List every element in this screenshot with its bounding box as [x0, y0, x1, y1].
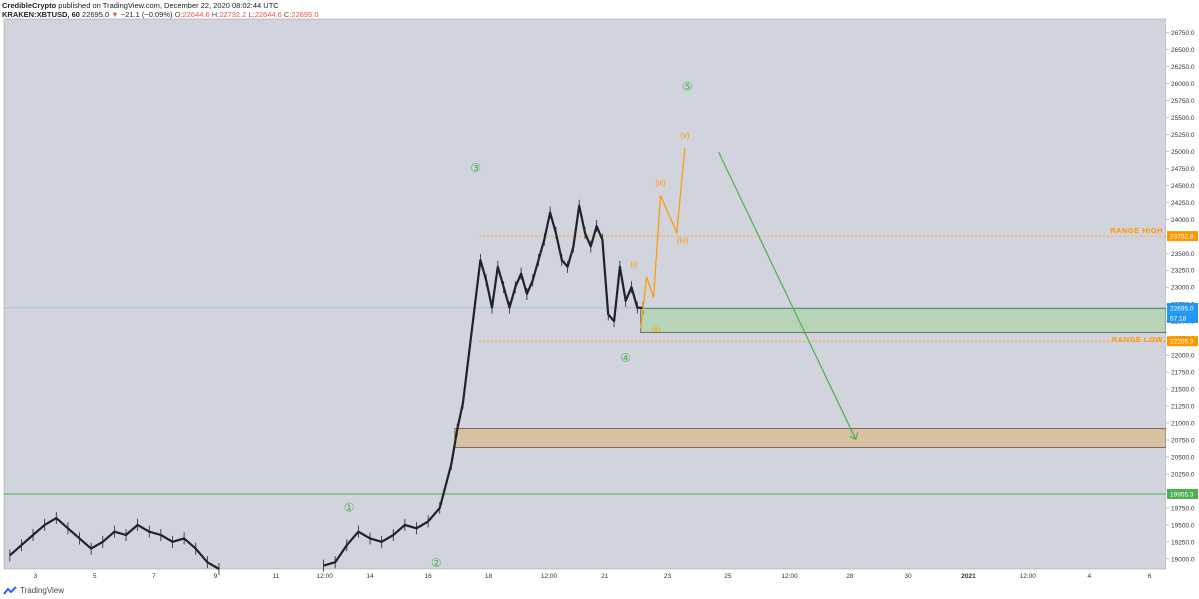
subwave-label-2: (ii): [651, 326, 660, 335]
y-tick-label: 21750.0: [1171, 370, 1195, 377]
low-value: 22644.6: [254, 10, 282, 19]
y-tick-label: 19000.0: [1171, 556, 1195, 563]
subwave-label-4: (iv): [677, 236, 688, 245]
wave-label-1: ①: [344, 500, 355, 514]
y-tick-label: 20500.0: [1171, 454, 1195, 461]
projection-arrow-head-icon: [849, 432, 859, 441]
x-tick-label: 12:00: [541, 573, 558, 580]
wave-label-2: ②: [431, 556, 442, 570]
wave-label-5: ⑤: [682, 79, 693, 93]
last-price: 22695.0: [82, 10, 110, 19]
high-label: H:: [211, 10, 220, 19]
tradingview-logo-icon: [3, 586, 17, 595]
y-tick-label: 26250.0: [1171, 64, 1195, 71]
x-tick-label: 16: [425, 573, 433, 580]
header-line-1: CredibleCrypto published on TradingView.…: [2, 1, 319, 10]
plot-area: [3, 18, 1167, 570]
countdown-tag: 57:18: [1170, 315, 1187, 322]
low-label: L:: [248, 10, 255, 19]
y-axis-panel: [1166, 19, 1199, 569]
subwave-label-1: (i): [630, 260, 637, 269]
tradingview-footer[interactable]: TradingView: [3, 584, 64, 598]
y-tick-label: 25750.0: [1171, 98, 1195, 105]
x-tick-label: 21: [601, 573, 609, 580]
y-tick-label: 24250.0: [1171, 200, 1195, 207]
y-tick-label: 19750.0: [1171, 505, 1195, 512]
y-tick-label: 24500.0: [1171, 183, 1195, 190]
x-tick-label: 12:00: [317, 573, 334, 580]
x-tick-label: 30: [904, 573, 912, 580]
y-tick-label: 20750.0: [1171, 437, 1195, 444]
x-tick-label: 11: [273, 573, 280, 580]
publish-info: published on TradingView.com, December 2…: [58, 1, 279, 10]
range-low-label: RANGE LOW: [1112, 335, 1164, 344]
x-tick-label: 25: [724, 573, 732, 580]
open-value: 22644.6: [182, 10, 210, 19]
range-low-tag: 22205.3: [1170, 339, 1194, 346]
x-tick-label: 4: [1087, 573, 1091, 580]
y-tick-label: 26750.0: [1171, 30, 1195, 37]
x-tick-label: 7: [152, 573, 156, 580]
projection-arrow: [718, 151, 857, 440]
symbol-label: KRAKEN:XBTUSD, 60: [2, 10, 80, 19]
footer-brand: TradingView: [20, 586, 65, 595]
x-tick-label: 12:00: [1020, 573, 1037, 580]
y-tick-label: 23250.0: [1171, 268, 1195, 275]
y-tick-label: 24750.0: [1171, 166, 1195, 173]
current-price-tag: 22695.0: [1170, 305, 1194, 312]
price-change: −21.1 (−0.09%): [120, 10, 173, 19]
wave-projection-path: [640, 147, 686, 329]
y-tick-label: 26000.0: [1171, 81, 1195, 88]
range-low-tag-bg: [1167, 336, 1198, 347]
x-tick-label: 9: [214, 573, 218, 580]
y-tick-label: 19500.0: [1171, 522, 1195, 529]
author-name[interactable]: CredibleCrypto: [2, 1, 57, 10]
header-line-2: KRAKEN:XBTUSD, 60 22695.0 ▼ −21.1 (−0.09…: [2, 10, 319, 19]
high-value: 22732.2: [219, 10, 247, 19]
wave-label-4: ④: [620, 351, 631, 365]
x-tick-label: 14: [366, 573, 374, 580]
y-tick-label: 21000.0: [1171, 421, 1195, 428]
x-tick-label: 28: [846, 573, 854, 580]
range-high-tag: 23752.8: [1170, 234, 1194, 241]
y-tick-label: 21250.0: [1171, 404, 1195, 411]
current-price-tag-bg: [1167, 302, 1198, 313]
price-chart[interactable]: ① ② ③ ④ ⑤ (i) (ii) (iii) (iv) (v) RANGE HIGH RANGE …: [0, 0, 1199, 584]
x-tick-label: 2021: [961, 573, 976, 580]
countdown-tag-bg: [1167, 312, 1198, 323]
close-value: 22695.0: [291, 10, 319, 19]
support-line-tag: 19955.3: [1170, 491, 1194, 498]
y-tick-label: 22000.0: [1171, 353, 1195, 360]
x-tick-label: 18: [485, 573, 493, 580]
change-arrow-icon: ▼: [111, 10, 119, 19]
y-tick-label: 21500.0: [1171, 387, 1195, 394]
support-line-tag-bg: [1167, 488, 1198, 499]
y-tick-label: 20250.0: [1171, 471, 1195, 478]
y-tick-label: 19250.0: [1171, 539, 1195, 546]
x-tick-label: 23: [664, 573, 672, 580]
close-label: C:: [283, 10, 292, 19]
wave-label-3: ③: [470, 161, 481, 175]
y-tick-label: 24000.0: [1171, 217, 1195, 224]
range-high-label: RANGE HIGH: [1110, 226, 1163, 235]
chart-header: CredibleCrypto published on TradingView.…: [2, 1, 319, 19]
open-label: O:: [174, 10, 183, 19]
y-tick-label: 25500.0: [1171, 115, 1195, 122]
support-zone-upper: [640, 307, 1167, 334]
support-zone-lower: [454, 428, 1167, 448]
y-tick-label: 23500.0: [1171, 251, 1195, 258]
x-tick-label: 6: [1148, 573, 1152, 580]
y-tick-label: 25000.0: [1171, 149, 1195, 156]
y-tick-label: 23000.0: [1171, 285, 1195, 292]
subwave-label-3: (iii): [655, 178, 666, 187]
subwave-label-5: (v): [680, 131, 690, 140]
y-tick-label: 26500.0: [1171, 47, 1195, 54]
x-tick-label: 5: [93, 573, 97, 580]
x-tick-label: 12:00: [781, 573, 798, 580]
y-tick-label: 25250.0: [1171, 132, 1195, 139]
x-tick-label: 3: [34, 573, 38, 580]
range-high-tag-bg: [1167, 231, 1198, 242]
